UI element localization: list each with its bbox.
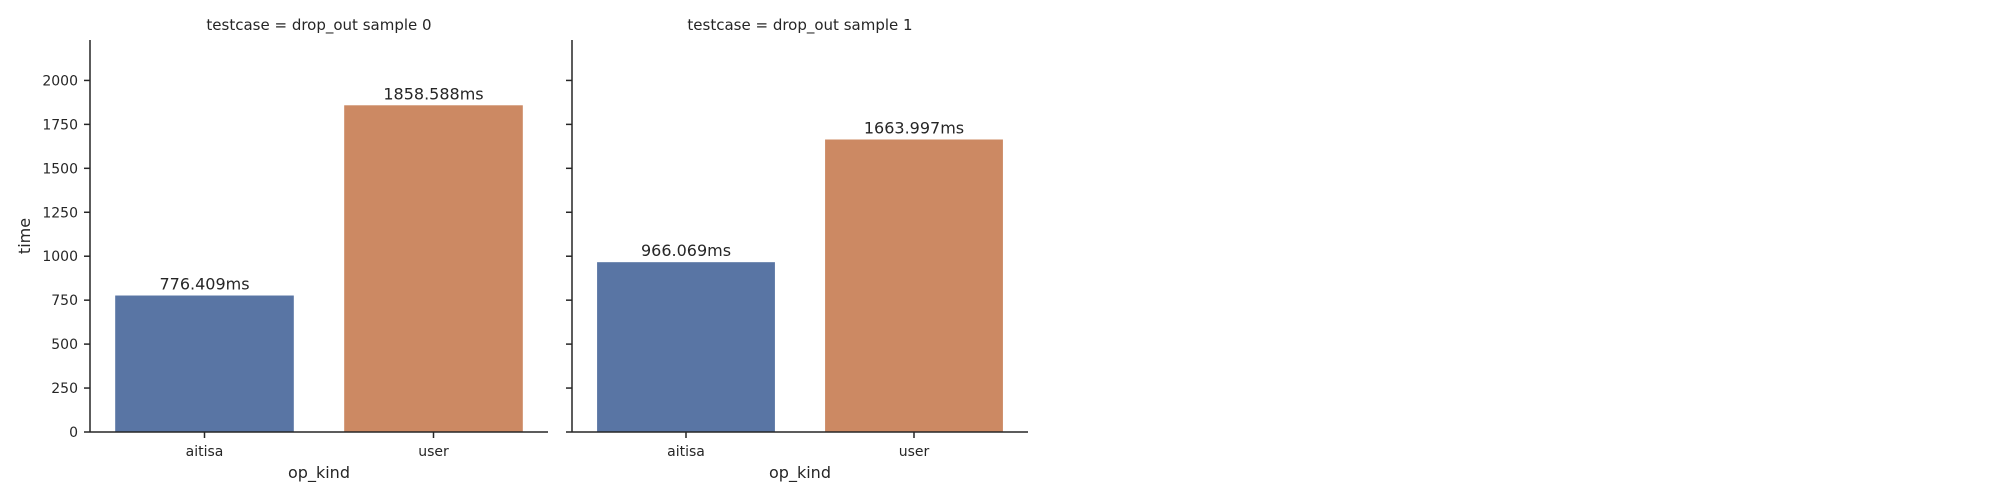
x-tick-label: user	[418, 444, 449, 460]
facet-title: testcase = drop_out sample 1	[687, 16, 912, 35]
y-tick-label: 1750	[42, 117, 78, 133]
x-axis-label: op_kind	[769, 463, 831, 483]
y-tick-label: 1250	[42, 205, 78, 221]
x-tick-label: aitisa	[667, 444, 705, 460]
y-tick-label: 2000	[42, 73, 78, 89]
data-label: 1663.997ms	[864, 118, 964, 137]
data-label: 966.069ms	[641, 241, 731, 260]
bar	[825, 139, 1003, 433]
y-tick-label: 1000	[42, 249, 78, 265]
y-tick-label: 250	[51, 381, 78, 397]
y-tick-label: 750	[51, 293, 78, 309]
x-axis-label: op_kind	[288, 463, 350, 483]
data-label: 1858.588ms	[383, 84, 483, 103]
y-axis-label: time	[15, 218, 34, 254]
y-tick-label: 1500	[42, 161, 78, 177]
bar	[344, 105, 523, 432]
y-tick-label: 0	[69, 425, 78, 441]
bar	[597, 262, 775, 432]
x-tick-label: user	[899, 444, 930, 460]
facet-title: testcase = drop_out sample 0	[206, 16, 431, 35]
data-label: 776.409ms	[159, 275, 249, 294]
y-tick-label: 500	[51, 337, 78, 353]
x-tick-label: aitisa	[186, 444, 224, 460]
bar	[115, 295, 294, 432]
